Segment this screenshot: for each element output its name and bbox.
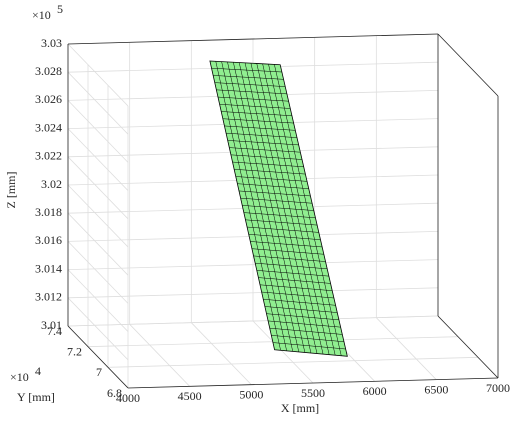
mesh-line	[271, 335, 344, 342]
grid-line	[252, 320, 314, 384]
mesh-line	[243, 212, 316, 219]
mesh-line	[216, 89, 287, 95]
z-tick-label: 3.014	[35, 261, 62, 275]
y-tick-label: 6.8	[107, 386, 122, 400]
grid-line	[67, 259, 439, 270]
y-tick-label: 7	[96, 365, 102, 379]
grid-line	[376, 317, 437, 380]
mesh-line	[224, 125, 296, 131]
grid-line	[67, 297, 129, 361]
y-tick-label: 7.2	[67, 344, 82, 358]
x-tick-label: 4000	[116, 391, 140, 405]
z-tick-label: 3.022	[35, 149, 62, 163]
mesh-line	[264, 306, 338, 313]
x-tick-label: 5500	[301, 386, 325, 400]
mesh-line	[263, 299, 336, 306]
mesh-line	[211, 67, 282, 73]
grid-line	[67, 269, 129, 332]
z-exponent-power: 5	[57, 2, 63, 16]
z-tick-label: 3.026	[35, 92, 62, 106]
x-tick-label: 6000	[363, 384, 387, 398]
z-tick-label: 3.018	[35, 205, 62, 219]
mesh-line	[266, 313, 339, 321]
mesh-line	[242, 205, 314, 211]
x-tick-label: 5000	[239, 387, 263, 401]
z-axis-label: Z [mm]	[4, 172, 18, 209]
mesh-line	[214, 82, 286, 87]
mesh-line	[251, 248, 324, 255]
grid-line	[129, 324, 190, 387]
axis-box-edge	[67, 325, 129, 389]
axis-box-edge	[127, 377, 499, 389]
x-tick-label: 6500	[424, 382, 448, 396]
mesh-line	[245, 219, 318, 226]
grid-line	[67, 128, 129, 191]
mesh-line	[235, 176, 308, 182]
grid-line	[67, 287, 439, 299]
grid-line	[67, 212, 129, 276]
z-tick-label: 3.01	[41, 318, 62, 332]
mesh-line	[247, 226, 319, 233]
mesh-line	[240, 197, 313, 204]
mesh-line	[256, 270, 329, 277]
axis-box-edge	[437, 315, 499, 379]
mesh-line	[229, 147, 301, 153]
grid-line	[67, 71, 129, 135]
mesh-line	[269, 327, 343, 335]
mesh-line	[272, 342, 346, 350]
mesh-line	[258, 277, 331, 284]
y-exponent: ×10	[10, 370, 29, 384]
grid-line	[67, 43, 129, 107]
z-tick-label: 3.02	[41, 177, 62, 191]
mesh-line	[253, 255, 326, 262]
mesh-line	[234, 169, 306, 175]
mesh-line	[226, 132, 297, 138]
z-tick-label: 3.012	[35, 290, 62, 304]
grid-line	[67, 156, 129, 220]
x-tick-label: 4500	[178, 389, 202, 403]
axis-box-edge	[67, 33, 439, 45]
z-tick-label: 3.024	[35, 120, 62, 134]
mesh-line	[217, 96, 289, 102]
mesh-line	[222, 118, 294, 124]
z-exponent: ×10	[32, 8, 51, 22]
y-tick-label: 7.4	[47, 324, 62, 338]
x-tick-label: 7000	[486, 381, 510, 395]
mesh-line	[232, 161, 304, 168]
mesh-line	[248, 234, 321, 240]
axis-box-edge	[437, 33, 499, 97]
mesh-line	[259, 284, 333, 291]
z-tick-label: 3.028	[35, 64, 62, 78]
mesh-line	[238, 190, 311, 197]
mesh-line	[227, 140, 299, 146]
x-axis-label: X [mm]	[281, 401, 319, 415]
grid-line	[67, 100, 129, 163]
grid-line	[67, 184, 129, 248]
grid-line	[107, 356, 479, 368]
y-axis-label: Y [mm]	[17, 390, 55, 404]
mesh-line	[230, 154, 303, 160]
mesh-line	[213, 75, 284, 80]
mesh-line	[221, 111, 292, 116]
grid-line	[67, 315, 439, 327]
mesh-line	[219, 104, 291, 109]
z-tick-label: 3.03	[41, 36, 62, 50]
y-exponent-power: 4	[35, 364, 41, 378]
mesh-line	[250, 241, 323, 248]
grid-line	[191, 322, 252, 385]
grid-line	[67, 241, 129, 304]
z-tick-label: 3.016	[35, 233, 62, 247]
mesh-line	[268, 320, 341, 328]
mesh-line	[255, 262, 328, 270]
mesh-line	[237, 183, 309, 189]
mesh-line	[261, 291, 334, 299]
